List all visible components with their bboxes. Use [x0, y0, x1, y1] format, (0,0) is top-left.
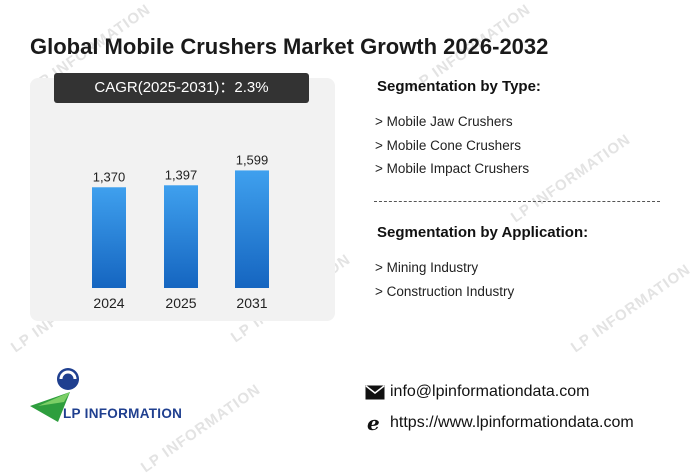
list-item: > Mobile Jaw Crushers — [375, 114, 513, 129]
data-label: 1,599 — [236, 152, 269, 167]
x-tick-label: 2024 — [93, 295, 124, 311]
email-text[interactable]: info@lpinformationdata.com — [390, 383, 590, 400]
svg-text:e: e — [367, 413, 380, 433]
contact-email[interactable]: info@lpinformationdata.com — [365, 383, 589, 401]
x-tick-label: 2025 — [165, 295, 196, 311]
browser-e-icon: e — [367, 413, 380, 433]
envelope-icon — [365, 384, 385, 399]
page-title: Global Mobile Crushers Market Growth 202… — [30, 34, 549, 59]
section-divider — [374, 201, 660, 202]
list-item: > Mining Industry — [375, 260, 479, 275]
segmentation-application-title: Segmentation by Application: — [377, 224, 589, 241]
list-item: > Mobile Impact Crushers — [375, 161, 530, 176]
watermark-text: LP INFORMATION — [567, 260, 690, 357]
x-tick-label: 2031 — [236, 295, 267, 311]
contact-website[interactable]: e https://www.lpinformationdata.com — [365, 413, 634, 433]
segmentation-application-list: > Mining Industry > Construction Industr… — [375, 256, 514, 303]
data-label: 1,397 — [165, 167, 198, 182]
lp-information-logo-icon — [30, 368, 79, 422]
bar-2025 — [164, 185, 198, 288]
bar-chart: 1,370 2024 1,397 2025 1,599 2031 — [92, 152, 269, 311]
bar-2024 — [92, 187, 126, 288]
cagr-badge: CAGR(2025-2031)：2.3% — [54, 73, 309, 103]
data-label: 1,370 — [93, 169, 126, 184]
segmentation-type-title: Segmentation by Type: — [377, 78, 541, 95]
logo-text: LP INFORMATION — [63, 406, 183, 421]
segmentation-type-list: > Mobile Jaw Crushers > Mobile Cone Crus… — [375, 110, 529, 181]
bar-2031 — [235, 170, 269, 288]
list-item: > Mobile Cone Crushers — [375, 137, 521, 153]
list-item: > Construction Industry — [375, 283, 515, 299]
website-text[interactable]: https://www.lpinformationdata.com — [390, 414, 634, 431]
